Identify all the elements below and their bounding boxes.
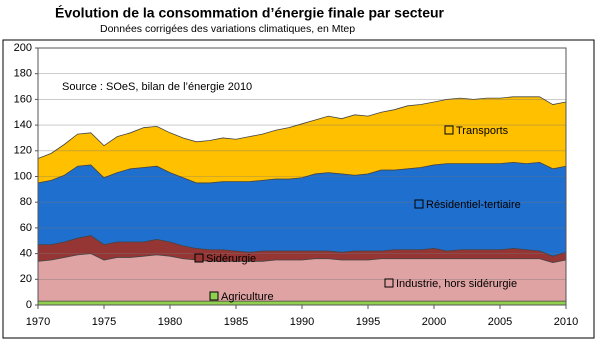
x-tick-label: 2000 [422,316,446,328]
legend-swatch [194,253,204,263]
x-tick-label: 1980 [158,316,182,328]
legend-swatch [444,125,454,135]
area-top-line [37,96,567,159]
y-tick-label: 100 [14,170,32,182]
y-tick-label: 80 [20,196,32,208]
chart-subtitle: Données corrigées des variations climati… [100,23,355,35]
area-fill [38,162,566,257]
y-tick-label: 120 [14,145,32,157]
legend-swatch [209,291,219,301]
area-top-line [37,161,567,184]
y-tick-label: 0 [26,299,32,311]
legend-label: Sidérurgie [206,253,256,265]
chart-title: Évolution de la consommation d’énergie f… [55,5,445,21]
y-tick-label: 180 [14,68,32,80]
legend-swatch [414,199,424,209]
legend-label: Résidentiel-tertiaire [426,199,521,211]
y-tick-label: 200 [14,42,32,54]
legend-label: Transports [456,125,509,137]
y-tick-label: 140 [14,119,32,131]
x-tick-label: 1990 [290,316,314,328]
chart-border [2,39,595,339]
x-tick-label: 2005 [488,316,512,328]
x-tick-label: 1975 [92,316,116,328]
area-top-line [37,253,567,264]
area-fill [38,253,566,302]
legend-swatch [384,278,394,288]
y-tick-label: 20 [20,273,32,285]
annotation: Source : SOeS, bilan de l’énergie 2010 [62,81,252,93]
area-top-line [38,235,567,257]
legend-label: Agriculture [221,291,274,303]
area-fill [38,96,566,183]
legend-label: Industrie, hors sidérurgie [396,278,517,290]
y-tick-label: 160 [14,93,32,105]
area-fill [38,301,566,305]
y-tick-label: 60 [20,222,32,234]
x-tick-label: 1985 [224,316,248,328]
x-tick-label: 2010 [554,316,578,328]
x-tick-label: 1995 [356,316,380,328]
y-tick-label: 40 [20,248,32,260]
x-tick-label: 1970 [26,316,50,328]
